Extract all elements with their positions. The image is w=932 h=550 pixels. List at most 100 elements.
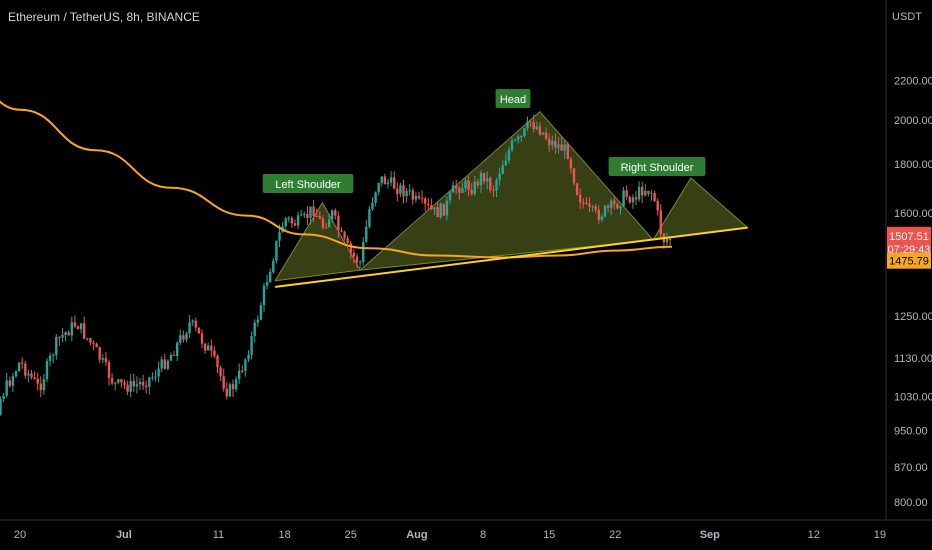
candle: [64, 332, 67, 335]
candle: [628, 196, 631, 203]
candle: [417, 195, 421, 199]
candle: [340, 230, 343, 232]
last-price-badge: [887, 226, 931, 258]
candle: [647, 191, 650, 194]
head-label: Head: [500, 94, 526, 106]
time-tick: 18: [278, 529, 290, 541]
candle: [352, 252, 356, 257]
time-tick: 19: [874, 529, 886, 541]
candle: [231, 384, 235, 390]
candle: [486, 178, 489, 182]
candle: [492, 189, 495, 191]
candle: [520, 136, 523, 138]
candle: [129, 381, 132, 392]
candle: [380, 176, 383, 183]
candle: [436, 207, 439, 218]
candle: [408, 190, 411, 192]
candle: [343, 231, 346, 238]
candle: [588, 203, 591, 207]
candle: [659, 210, 662, 234]
time-tick: Sep: [700, 529, 720, 541]
right-shoulder-label: Right Shoulder: [621, 162, 694, 174]
price-tick: 870.00: [894, 462, 928, 474]
candle: [76, 326, 80, 330]
price-tick: 950.00: [894, 425, 928, 437]
candle: [510, 140, 514, 151]
candle: [67, 332, 70, 336]
candle: [597, 209, 600, 220]
candle: [405, 191, 408, 197]
price-tick: 1600.00: [894, 208, 932, 220]
candle: [424, 198, 427, 204]
candle: [402, 185, 405, 197]
candle: [241, 370, 244, 372]
candle: [17, 362, 21, 372]
candle: [107, 362, 111, 379]
candle: [455, 185, 458, 189]
candle: [448, 192, 452, 201]
candle: [458, 188, 461, 193]
candle: [312, 206, 315, 217]
candle: [300, 214, 303, 216]
candle: [101, 358, 104, 360]
candle: [151, 377, 154, 379]
candle: [284, 218, 287, 227]
price-tick: 1030.00: [894, 392, 932, 404]
candle: [411, 190, 414, 200]
candle: [566, 144, 569, 159]
candle: [637, 186, 641, 200]
candle: [365, 226, 368, 242]
candle: [557, 144, 560, 148]
moving-average-line: [0, 100, 673, 259]
candle: [210, 345, 213, 351]
time-tick: 15: [543, 529, 555, 541]
candle: [489, 178, 492, 190]
candle: [135, 384, 139, 387]
candle: [39, 383, 42, 391]
candle: [355, 256, 359, 263]
candle: [138, 382, 142, 385]
candle: [33, 377, 36, 379]
candle: [52, 355, 55, 357]
candle: [476, 181, 480, 186]
candle: [222, 376, 225, 389]
time-tick: 11: [213, 529, 224, 541]
candle: [498, 173, 501, 180]
candle: [575, 183, 579, 195]
right-shoulder-triangle: [652, 177, 749, 241]
candle: [278, 232, 281, 241]
candle: [172, 354, 176, 356]
candle: [473, 181, 476, 194]
candle: [324, 227, 328, 229]
price-tick: 800.00: [894, 497, 928, 509]
candle: [399, 185, 402, 194]
candle: [368, 209, 371, 227]
candle: [309, 206, 312, 218]
candle: [185, 333, 188, 340]
candle: [393, 177, 396, 189]
candle: [433, 207, 436, 210]
candle: [414, 195, 418, 200]
candle: [653, 192, 656, 201]
candle: [27, 373, 30, 376]
candle: [451, 185, 455, 193]
candle: [191, 320, 194, 323]
candle: [89, 338, 92, 343]
candle: [36, 378, 39, 384]
candle: [5, 380, 8, 396]
candle: [641, 186, 644, 196]
candle: [396, 188, 399, 194]
time-tick: 12: [808, 529, 820, 541]
candle: [104, 358, 108, 363]
candle: [303, 214, 306, 215]
candle: [21, 362, 24, 364]
time-tick: Jul: [116, 529, 132, 541]
candle: [272, 260, 275, 272]
currency-label: USDT: [892, 11, 922, 23]
candle: [11, 376, 15, 386]
candle: [603, 205, 607, 217]
candle: [585, 203, 588, 205]
candle: [207, 345, 210, 351]
candle: [315, 216, 318, 217]
